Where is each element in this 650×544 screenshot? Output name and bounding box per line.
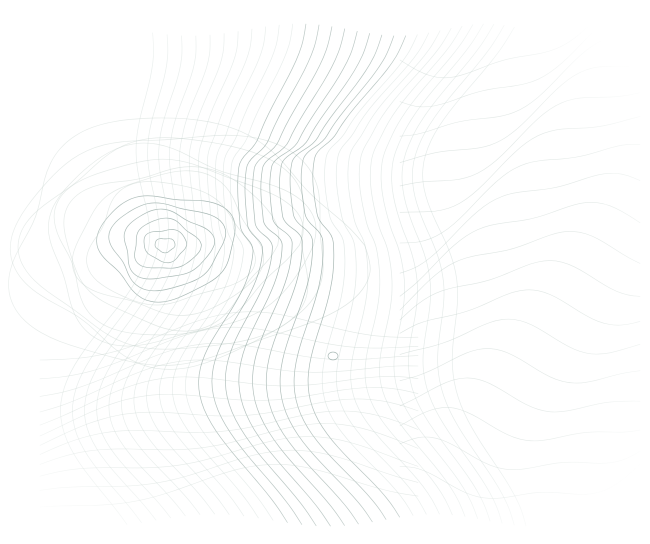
contour-band-line [72, 34, 169, 523]
contour-lower-line [39, 342, 419, 397]
contour-band-line [321, 34, 418, 516]
contour-band-line [401, 23, 503, 524]
contour-side-line [399, 407, 641, 442]
contour-band-line [307, 35, 407, 518]
contour-side-line [399, 348, 641, 384]
contour-side-line [399, 289, 641, 334]
contour-side-line [399, 436, 641, 471]
contour-band-line [108, 34, 211, 517]
contour-lower-line [39, 436, 419, 477]
contour-lower-line [39, 387, 419, 437]
contour-lower-line [39, 449, 419, 491]
contour-side-line [399, 3, 641, 108]
contour-ring [96, 195, 236, 303]
contour-ring [48, 142, 317, 347]
contour-band-line [133, 31, 239, 515]
contour-side-line [399, 116, 641, 213]
contour-band-line [369, 25, 466, 517]
contour-side-line [399, 66, 641, 163]
contour-ring [123, 208, 215, 280]
contour-side-line [399, 377, 641, 413]
contour-ring [71, 170, 265, 316]
contour-band-line [211, 24, 320, 525]
contour-band-line [391, 23, 491, 522]
contour-ring [134, 217, 202, 269]
contour-lower-line [39, 326, 419, 380]
contour-band-line [252, 30, 358, 526]
contour-band-line [121, 33, 225, 515]
contour-band-line [159, 26, 267, 517]
contour-band-line [380, 24, 478, 519]
contour-ring [63, 166, 280, 332]
contour-band-line [60, 32, 154, 525]
contour-side-line [399, 34, 641, 137]
contour-lower-line [39, 376, 419, 426]
contour-ring [8, 117, 371, 366]
contour-band-line [172, 24, 280, 519]
contour-side-line [399, 202, 641, 297]
contour-side-line [399, 463, 641, 499]
contour-lower-line [39, 423, 419, 465]
contour-band-line [238, 28, 346, 527]
contour-band-line [198, 23, 307, 523]
contour-ring [154, 238, 176, 254]
contour-band-line [358, 28, 453, 516]
contour-side-line [399, 172, 641, 274]
contour-side-line [399, 143, 641, 244]
contour-band-line [412, 25, 515, 526]
contour-ring [143, 229, 187, 264]
contour-band-line [279, 34, 383, 523]
contour-side-line [399, 92, 641, 187]
contour-ring [17, 137, 309, 350]
contour-lower-line [39, 464, 419, 508]
contour-band-line [335, 32, 430, 515]
contour-lower-line [39, 398, 419, 446]
contour-ring [86, 181, 256, 306]
contour-band-line [265, 33, 370, 525]
contour-small-loop [327, 351, 339, 361]
contour-lines-group [8, 0, 641, 527]
contour-ring [53, 158, 304, 336]
contour-band-line [84, 35, 183, 521]
contour-ring [9, 134, 324, 370]
contour-lower-line [39, 311, 419, 361]
contour-band-line [185, 23, 294, 521]
contour-lower-line [39, 410, 419, 455]
contour-band-line [96, 35, 197, 519]
contour-side-line [399, 231, 641, 311]
contour-band-line [146, 28, 253, 515]
contour-lower-line [39, 359, 419, 413]
contour-side-line [399, 0, 615, 79]
contour-band-line [422, 26, 527, 527]
contour-side-line [399, 318, 641, 355]
contour-band-line [293, 35, 395, 520]
contour-band-line [225, 26, 333, 527]
contour-band-line [347, 30, 441, 515]
contour-ring [108, 202, 227, 292]
contour-side-line [399, 260, 641, 321]
